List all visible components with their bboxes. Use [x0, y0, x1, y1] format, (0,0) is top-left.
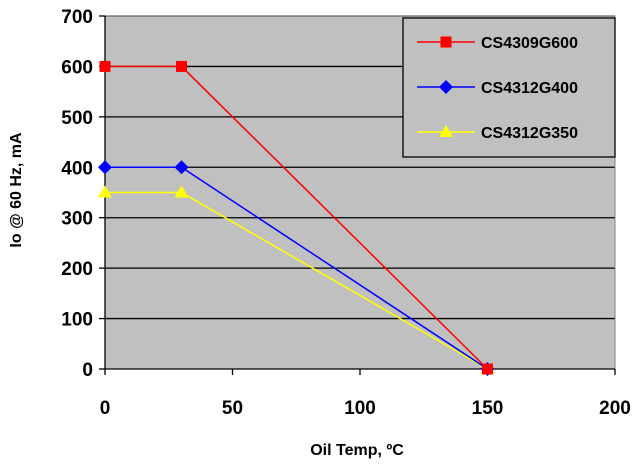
- tick-labels: 0 100 200 300 400 500 600 700 0 50 100 150 200: [61, 7, 631, 419]
- legend-label: CS4312G350: [481, 125, 578, 142]
- y-tick-label: 200: [61, 259, 93, 280]
- y-tick-label: 100: [61, 310, 93, 331]
- legend-label: CS4312G400: [481, 80, 578, 97]
- legend-label: CS4309G600: [481, 35, 578, 52]
- data-point: [174, 160, 189, 175]
- y-tick-label: 400: [61, 158, 93, 179]
- series-layer: [98, 60, 495, 376]
- x-tick-label: 0: [100, 398, 111, 419]
- legend-item: CS4312G400: [417, 80, 578, 97]
- legend: CS4309G600 CS4312G400 CS4312G350: [402, 17, 616, 158]
- legend-marker: [439, 125, 453, 137]
- x-tick-label: 50: [222, 398, 243, 419]
- legend-item: CS4312G350: [417, 125, 578, 142]
- x-tick-label: 200: [599, 398, 631, 419]
- y-tick-label: 0: [82, 360, 93, 381]
- y-tick-label: 700: [61, 7, 93, 28]
- x-tick-label: 100: [344, 398, 376, 419]
- series-CS4309G600: [99, 60, 493, 375]
- data-point: [98, 185, 112, 198]
- data-point: [174, 185, 189, 198]
- data-point: [99, 60, 111, 72]
- legend-item: CS4309G600: [417, 35, 578, 52]
- y-tick-label: 600: [61, 57, 93, 78]
- data-point: [176, 60, 187, 72]
- y-tick-label: 300: [61, 209, 93, 230]
- x-axis-title: Oil Temp, ºC: [310, 442, 404, 459]
- data-point: [98, 160, 112, 175]
- x-tick-label: 150: [472, 398, 504, 419]
- y-tick-label: 500: [61, 108, 93, 129]
- legend-marker: [440, 36, 452, 48]
- data-point: [482, 363, 493, 375]
- y-axis-title: Io @ 60 Hz, mA: [8, 132, 25, 248]
- legend-marker: [439, 80, 453, 94]
